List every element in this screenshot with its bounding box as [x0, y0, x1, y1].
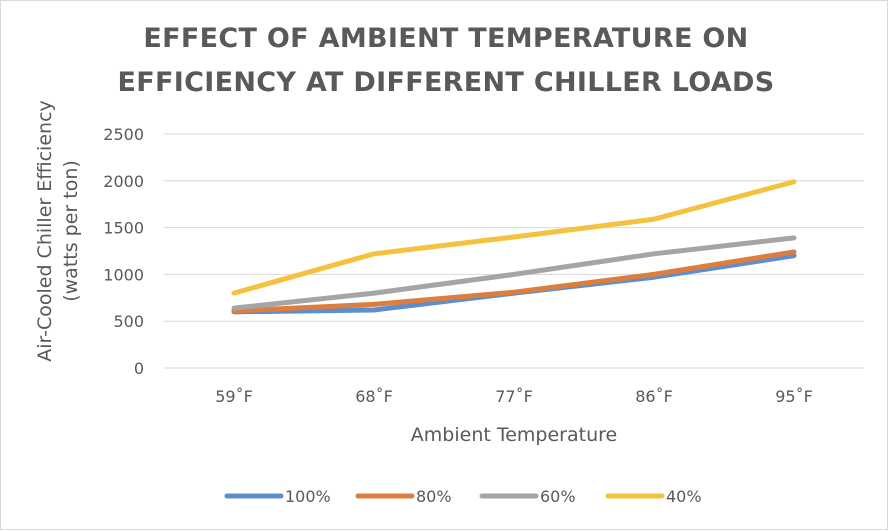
legend-label: 40% [666, 487, 702, 506]
gridlines [164, 134, 864, 368]
x-tick-label: 59˚F [215, 387, 253, 406]
legend-label: 80% [416, 487, 452, 506]
y-tick-label: 1000 [103, 265, 144, 284]
y-tick-label: 2000 [103, 172, 144, 191]
x-tick-label: 86˚F [635, 387, 673, 406]
legend-label: 60% [540, 487, 576, 506]
x-axis-title: Ambient Temperature [411, 424, 617, 446]
series-line-80pct [234, 252, 794, 311]
y-tick-labels: 0 500 1000 1500 2000 2500 [103, 125, 144, 378]
y-tick-label: 0 [134, 359, 144, 378]
x-tick-label: 95˚F [775, 387, 813, 406]
legend-label: 100% [285, 487, 331, 506]
y-tick-label: 500 [113, 312, 144, 331]
y-tick-label: 1500 [103, 219, 144, 238]
series-line-60pct [234, 238, 794, 308]
y-axis-title-line-2: (watts per ton) [60, 160, 82, 302]
x-tick-labels: 59˚F 68˚F 77˚F 86˚F 95˚F [215, 387, 813, 406]
x-tick-label: 77˚F [495, 387, 533, 406]
series-lines [234, 182, 794, 312]
y-axis-title: Air-Cooled Chiller Efficiency (watts per… [34, 100, 82, 362]
x-tick-label: 68˚F [355, 387, 393, 406]
y-axis-title-line-1: Air-Cooled Chiller Efficiency [34, 100, 56, 362]
legend: 100% 80% 60% 40% [227, 487, 702, 506]
y-tick-label: 2500 [103, 125, 144, 144]
